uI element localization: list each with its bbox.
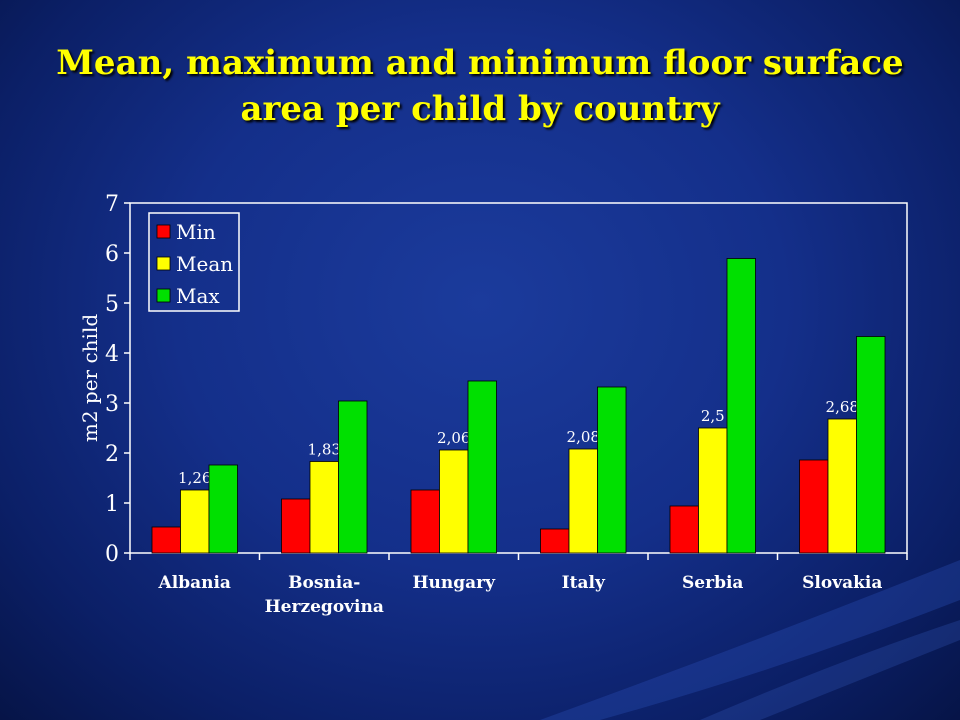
legend-label: Max: [176, 284, 220, 308]
bar-mean: [180, 489, 210, 554]
y-tick-label: 6: [105, 242, 119, 267]
legend: [148, 212, 240, 312]
slide-title-line-2: area per child by country: [240, 89, 720, 129]
bar-mean: [309, 461, 339, 554]
y-tick-label: 1: [105, 492, 119, 517]
legend-label: Min: [176, 220, 216, 244]
plot-area: [129, 202, 908, 554]
bar-min: [281, 498, 311, 554]
bar-max: [467, 380, 497, 554]
legend-label: Mean: [176, 252, 233, 276]
data-label: 2,68: [826, 398, 859, 416]
y-tick-label: 0: [105, 542, 119, 567]
bar-max: [726, 258, 756, 554]
y-tick-label: 3: [105, 392, 119, 417]
x-tick-label: Serbia: [682, 573, 743, 593]
data-label: 1,26: [178, 469, 211, 487]
bar-max: [208, 464, 238, 554]
bar-min: [669, 505, 699, 554]
y-tick-label: 2: [105, 442, 119, 467]
x-tick-label: Hungary: [412, 573, 496, 593]
bar-min: [410, 489, 440, 554]
legend-swatch-max: [156, 288, 171, 303]
data-label: 1,83: [308, 441, 341, 459]
bar-max: [338, 400, 368, 554]
x-tick-label: Bosnia-: [288, 573, 360, 593]
data-label: 2,08: [567, 428, 600, 446]
bar-mean: [698, 427, 728, 554]
bar-max: [597, 386, 627, 554]
y-axis-label: m2 per child: [78, 314, 102, 442]
data-label: 2,06: [437, 429, 470, 447]
bar-min: [540, 528, 570, 554]
x-tick-label: Slovakia: [802, 573, 882, 593]
bar-min: [799, 459, 829, 554]
slide-title: Mean, maximum and minimum floor surface …: [40, 40, 920, 132]
bar-max: [856, 336, 886, 554]
legend-swatch-mean: [156, 256, 171, 271]
bar-mean: [568, 448, 598, 554]
bar-min: [151, 526, 181, 554]
x-tick-label: Albania: [158, 573, 231, 593]
x-tick-label: Italy: [562, 573, 606, 593]
legend-swatch-min: [156, 224, 171, 239]
y-tick-label: 5: [105, 292, 119, 317]
y-tick-label: 4: [105, 342, 119, 367]
y-tick-label: 7: [105, 192, 119, 217]
bar-mean: [439, 449, 469, 554]
bar-mean: [827, 418, 857, 554]
data-label: 2,5: [701, 407, 725, 425]
slide-title-line-1: Mean, maximum and minimum floor surface: [56, 43, 904, 83]
x-tick-label: Herzegovina: [265, 597, 384, 617]
